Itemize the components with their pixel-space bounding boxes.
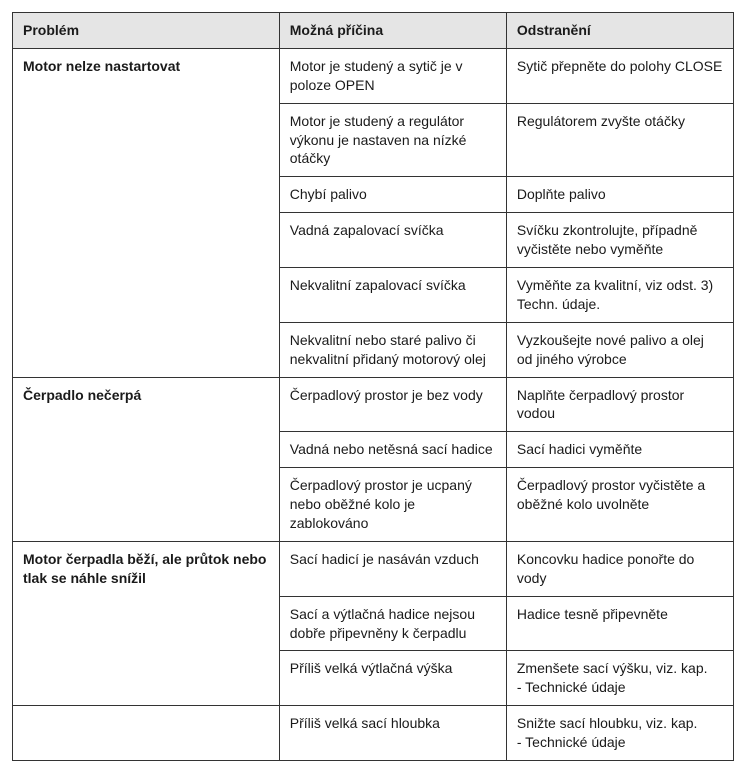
cause-cell: Vadná nebo netěsná sací hadice [279,432,506,468]
fix-cell: Snižte sací hloubku, viz. kap. - Technic… [506,706,733,761]
problem-cell: Motor nelze nastartovat [13,48,280,377]
header-cause: Možná příčina [279,13,506,49]
fix-cell: Vyměňte za kvalitní, viz odst. 3) Techn.… [506,268,733,323]
header-problem: Problém [13,13,280,49]
fix-cell: Sací hadici vyměňte [506,432,733,468]
cause-cell: Příliš velká výtlačná výška [279,651,506,706]
cause-cell: Příliš velká sací hloubka [279,706,506,761]
cause-cell: Čerpadlový prostor je ucpaný nebo oběžné… [279,468,506,542]
fix-cell: Doplňte palivo [506,177,733,213]
cause-cell: Chybí palivo [279,177,506,213]
fix-cell: Čerpadlový prostor vyčistěte a oběžné ko… [506,468,733,542]
fix-cell: Svíčku zkontrolujte, případně vyčistěte … [506,213,733,268]
cause-cell: Sací a výtlačná hadice nejsou dobře přip… [279,596,506,651]
fix-cell: Vyzkoušejte nové palivo a olej od jiného… [506,322,733,377]
table-row: Příliš velká sací hloubkaSnižte sací hlo… [13,706,734,761]
fix-cell: Naplňte čerpadlový prostor vodou [506,377,733,432]
table-row: Čerpadlo nečerpáČerpadlový prostor je be… [13,377,734,432]
fix-cell: Hadice tesně připevněte [506,596,733,651]
fix-cell: Koncovku hadice ponořte do vody [506,541,733,596]
cause-cell: Nekvalitní nebo staré palivo či nekvalit… [279,322,506,377]
table-row: Motor čerpadla běží, ale průtok nebo tla… [13,541,734,596]
cause-cell: Čerpadlový prostor je bez vody [279,377,506,432]
table-header-row: Problém Možná příčina Odstranění [13,13,734,49]
troubleshooting-table: Problém Možná příčina Odstranění Motor n… [12,12,734,761]
table-row: Motor nelze nastartovatMotor je studený … [13,48,734,103]
cause-cell: Motor je studený a sytič je v poloze OPE… [279,48,506,103]
cause-cell: Nekvalitní zapalovací svíčka [279,268,506,323]
cause-cell: Sací hadicí je nasáván vzduch [279,541,506,596]
header-fix: Odstranění [506,13,733,49]
cause-cell: Vadná zapalovací svíčka [279,213,506,268]
cause-cell: Motor je studený a regulátor výkonu je n… [279,103,506,177]
problem-cell: Motor čerpadla běží, ale průtok nebo tla… [13,541,280,705]
problem-cell [13,706,280,761]
problem-cell: Čerpadlo nečerpá [13,377,280,541]
fix-cell: Sytič přepněte do polohy CLOSE [506,48,733,103]
fix-cell: Regulátorem zvyšte otáčky [506,103,733,177]
fix-cell: Zmenšete sací výšku, viz. kap. - Technic… [506,651,733,706]
